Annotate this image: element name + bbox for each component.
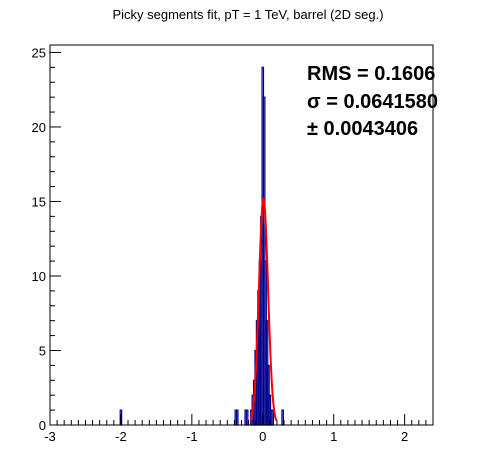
histogram-bin-21: [281, 409, 284, 426]
y-tick-label: 5: [39, 343, 46, 358]
chart-title: Picky segments fit, pT = 1 TeV, barrel (…: [112, 7, 383, 22]
plot-content: [119, 66, 284, 426]
x-tick-label: -3: [44, 429, 56, 444]
histogram-bin-2: [235, 409, 239, 426]
y-tick-label: 10: [32, 269, 46, 284]
x-tick-label: -2: [115, 429, 127, 444]
gaussian-fit-curve: [249, 197, 278, 421]
y-tick-label: 20: [32, 120, 46, 135]
x-tick-label: -1: [186, 429, 198, 444]
y-tick-label: 25: [32, 45, 46, 60]
histogram-bin-20: [271, 409, 275, 426]
stat-sigma: σ = 0.0641580: [307, 91, 438, 113]
axis-ticks: [49, 51, 434, 426]
x-tick-label: 2: [401, 429, 408, 444]
histogram-bin-4: [245, 409, 249, 426]
x-tick-label: 1: [330, 429, 337, 444]
x-tick-label: 0: [259, 429, 266, 444]
y-tick-label: 0: [39, 418, 46, 433]
stat-sigma-error: ± 0.0043406: [307, 118, 418, 140]
stat-rms: RMS = 0.1606: [307, 63, 435, 85]
y-tick-label: 15: [32, 194, 46, 209]
